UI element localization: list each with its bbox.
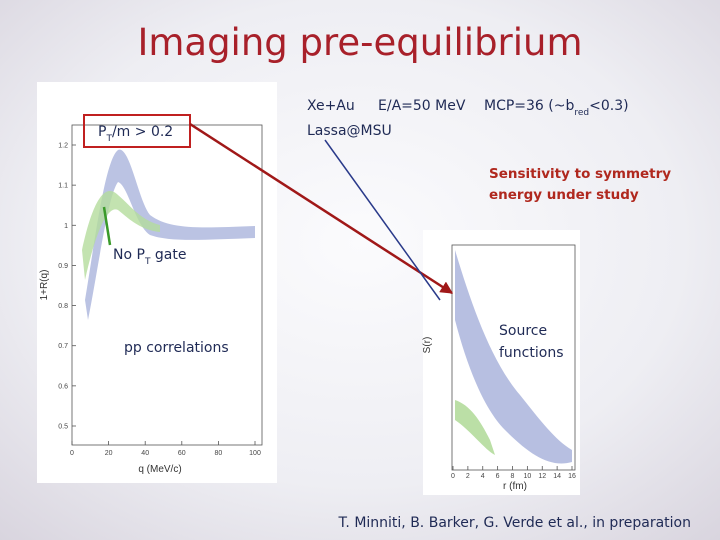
citation: T. Minniti, B. Barker, G. Verde et al., … — [338, 515, 691, 531]
pointer — [324, 139, 441, 301]
pointer — [102, 206, 112, 246]
source-line: functions — [499, 345, 563, 361]
y-tick-label: 0.8 — [58, 303, 68, 310]
text: <0.3) — [589, 98, 628, 114]
plot-frame — [71, 124, 263, 446]
x-axis-label: q (MeV/c) — [138, 464, 181, 475]
x-tick-label: 0 — [70, 450, 74, 457]
arrow — [189, 122, 454, 295]
text: /m > 0.2 — [112, 124, 173, 140]
x-tick-label: 12 — [538, 473, 546, 480]
subscript: red — [574, 108, 589, 118]
text: gate — [150, 247, 186, 263]
x-tick-label: 0 — [451, 473, 455, 480]
x-tick-label: 4 — [481, 473, 485, 480]
subscript: T — [144, 257, 151, 267]
x-tick-label: 80 — [215, 450, 223, 457]
reaction: Xe+Au — [307, 98, 355, 114]
mcp-label: MCP=36 (~bred<0.3) — [484, 98, 629, 118]
x-tick-label: 40 — [141, 450, 149, 457]
band — [85, 149, 255, 320]
energy: E/A=50 MeV — [378, 98, 466, 114]
pt-cut-label: PT/m > 0.2 — [98, 124, 173, 144]
band — [455, 250, 572, 464]
x-tick-label: 60 — [178, 450, 186, 457]
plot-panel — [37, 82, 277, 483]
x-tick-label: 10 — [523, 473, 531, 480]
pp-label: pp correlations — [124, 340, 229, 356]
y-tick-label: 0.5 — [58, 424, 68, 431]
highlight-box — [83, 114, 191, 148]
text: P — [98, 124, 106, 140]
text: No P — [113, 247, 145, 263]
band — [82, 190, 160, 280]
y-axis-label: 1+R(q) — [39, 270, 50, 301]
x-tick-label: 2 — [466, 473, 470, 480]
lab: Lassa@MSU — [307, 123, 392, 139]
x-tick-label: 16 — [568, 473, 576, 480]
x-tick-label: 8 — [511, 473, 515, 480]
x-tick-label: 100 — [249, 450, 261, 457]
y-tick-label: 1 — [64, 223, 68, 230]
source-plot: S(r) r (fm) 0 2 4 6 8 10 12 14 16 — [422, 230, 580, 495]
y-axis-label: S(r) — [422, 337, 433, 354]
y-tick-label: 0.7 — [58, 343, 68, 350]
source-line: Source — [499, 323, 547, 339]
y-tick-label: 0.6 — [58, 383, 68, 390]
x-tick-label: 14 — [553, 473, 561, 480]
sensitivity-line: Sensitivity to symmetry — [489, 166, 671, 182]
text: MCP=36 (~b — [484, 98, 574, 114]
plot-frame — [451, 244, 576, 471]
x-axis-label: r (fm) — [503, 481, 527, 492]
y-tick-label: 1.2 — [58, 143, 68, 150]
no-gate-label: No PT gate — [113, 247, 186, 267]
band — [455, 400, 495, 455]
x-tick-label: 6 — [496, 473, 500, 480]
y-tick-label: 0.9 — [58, 263, 68, 270]
slide-title: Imaging pre-equilibrium — [137, 21, 582, 64]
y-tick-label: 1.1 — [58, 183, 68, 190]
x-tick-label: 20 — [105, 450, 113, 457]
correlation-plot: 1+R(q) q (MeV/c) 0.5 0.6 0.7 0.8 0.9 1 1.1 1.2 0… — [37, 82, 277, 483]
sensitivity-line: energy under study — [489, 187, 639, 203]
subscript: T — [105, 134, 112, 144]
